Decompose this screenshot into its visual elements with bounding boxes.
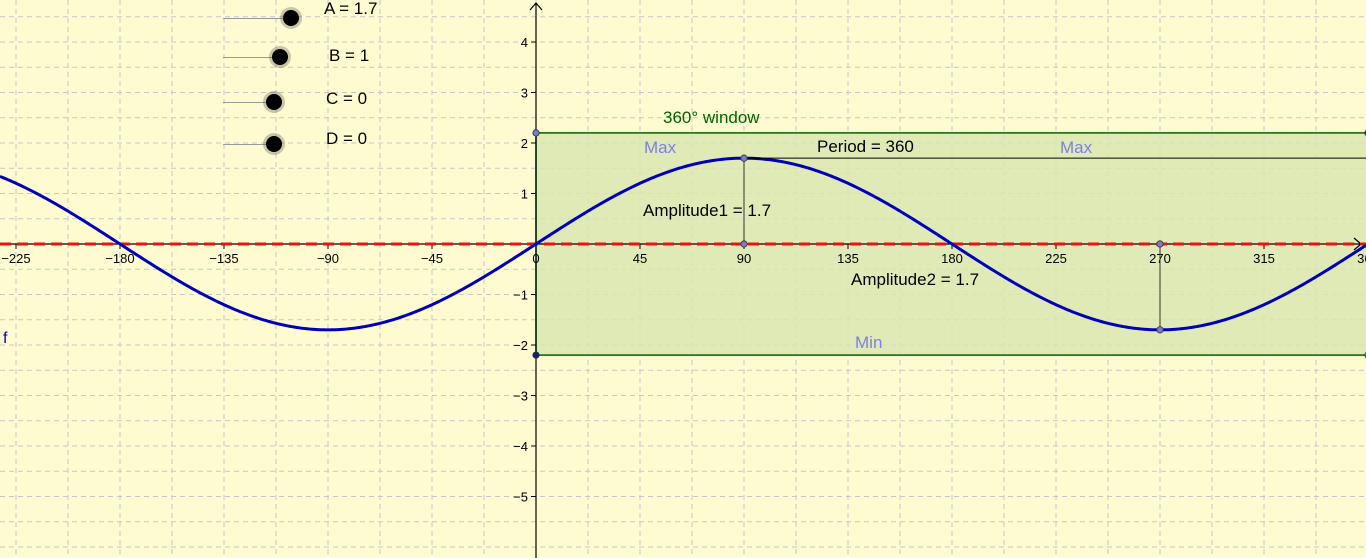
slider-track[interactable] xyxy=(223,102,274,103)
amplitude1-base-point[interactable] xyxy=(740,240,748,248)
window-label: 360° window xyxy=(663,108,760,127)
x-tick-label: 315 xyxy=(1253,251,1275,266)
x-tick-label: 45 xyxy=(633,251,647,266)
amplitude2-label: Amplitude2 = 1.7 xyxy=(851,270,979,289)
slider-c[interactable]: C = 0 xyxy=(223,87,393,117)
window-corner-point[interactable] xyxy=(532,351,540,359)
slider-b[interactable]: B = 1 xyxy=(223,43,393,73)
tick-labels: −450−405−360−315−270−225−180−135−90−4504… xyxy=(1,35,1366,505)
slider-track[interactable] xyxy=(223,57,280,58)
slider-label: C = 0 xyxy=(326,89,368,108)
x-tick-label: −135 xyxy=(209,251,238,266)
y-tick-label: 3 xyxy=(521,86,528,101)
max-point[interactable] xyxy=(740,154,748,162)
amplitude1-label: Amplitude1 = 1.7 xyxy=(643,201,771,220)
annotations xyxy=(532,129,1366,359)
x-tick-label: 360 xyxy=(1357,251,1366,266)
x-tick-label: −90 xyxy=(317,251,339,266)
min-label: Min xyxy=(855,333,882,352)
y-tick-label: −2 xyxy=(513,338,528,353)
max-label: Max xyxy=(1060,138,1093,157)
x-tick-label: 180 xyxy=(941,251,963,266)
y-tick-label: 1 xyxy=(521,187,528,202)
slider-label: A = 1.7 xyxy=(324,0,378,18)
slider-handle[interactable] xyxy=(272,49,288,65)
slider-handle[interactable] xyxy=(283,10,299,26)
window-corner-point[interactable] xyxy=(532,129,540,137)
x-tick-label: 135 xyxy=(837,251,859,266)
y-tick-label: 4 xyxy=(521,35,528,50)
x-tick-label: −225 xyxy=(1,251,30,266)
y-tick-label: −4 xyxy=(513,439,528,454)
slider-label: D = 0 xyxy=(326,129,368,148)
y-tick-label: −3 xyxy=(513,389,528,404)
slider-a[interactable]: A = 1.7 xyxy=(223,0,393,33)
period-label: Period = 360 xyxy=(817,137,914,156)
function-curve[interactable] xyxy=(0,156,1366,332)
slider-d[interactable]: D = 0 xyxy=(223,129,393,159)
y-tick-label: 2 xyxy=(521,136,528,151)
x-tick-label: −45 xyxy=(421,251,443,266)
slider-handle[interactable] xyxy=(266,94,282,110)
y-tick-label: −1 xyxy=(513,288,528,303)
max-label: Max xyxy=(644,138,677,157)
slider-track[interactable] xyxy=(223,18,291,19)
x-tick-label: 90 xyxy=(737,251,751,266)
slider-label: B = 1 xyxy=(329,46,370,65)
y-axis-arrow xyxy=(529,2,543,11)
x-tick-label: −180 xyxy=(105,251,134,266)
slider-handle[interactable] xyxy=(266,136,282,152)
x-tick-label: 225 xyxy=(1045,251,1067,266)
y-tick-label: −5 xyxy=(513,490,528,505)
function-name-label: f xyxy=(3,330,8,347)
amplitude2-base-point[interactable] xyxy=(1156,240,1164,248)
slider-track[interactable] xyxy=(223,144,274,145)
min-point[interactable] xyxy=(1156,326,1164,334)
x-tick-label: 0 xyxy=(532,251,539,266)
